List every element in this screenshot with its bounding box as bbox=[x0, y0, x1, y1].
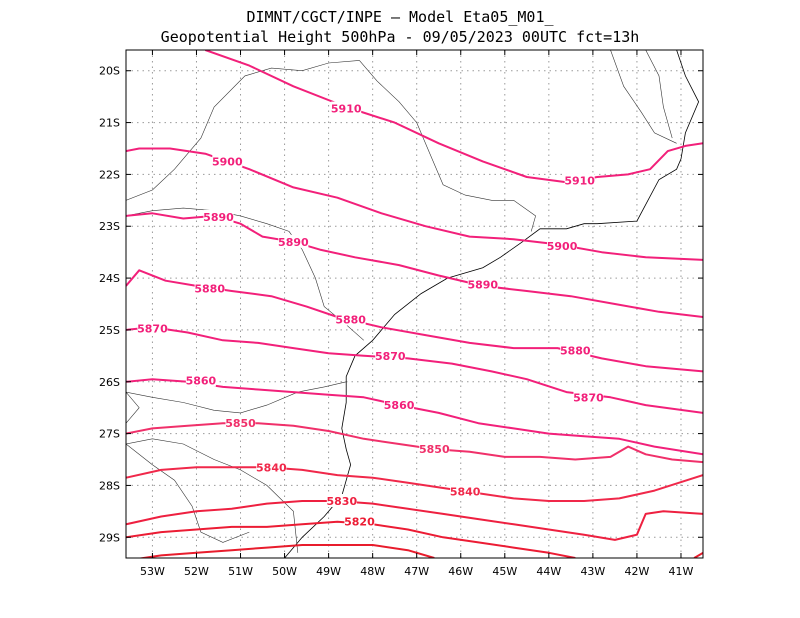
contour-label-bg bbox=[547, 238, 578, 252]
lon-tick-label: 41W bbox=[669, 565, 694, 578]
lat-tick-label: 23S bbox=[99, 220, 120, 233]
map-frame bbox=[125, 49, 704, 559]
contour-label-bg bbox=[450, 484, 481, 498]
state-border bbox=[126, 381, 347, 414]
contour-label: 5870 bbox=[375, 350, 406, 363]
contour-label: 5860 bbox=[186, 375, 217, 388]
contour-line-5860 bbox=[126, 378, 703, 456]
contour-line-5870 bbox=[126, 326, 703, 414]
contour-layer: 5910 5910 5900 5900 5890 5890 5890 5880 5880 5880… bbox=[126, 50, 703, 558]
contour-label: 5890 bbox=[203, 211, 234, 224]
contour-line-5810 bbox=[693, 551, 703, 558]
contour-label-bg bbox=[194, 281, 225, 295]
state-border bbox=[126, 60, 360, 201]
contour-label: 5880 bbox=[194, 282, 225, 295]
contour-line-5890 bbox=[126, 212, 703, 318]
contour-label-bg bbox=[335, 312, 366, 326]
lat-tick-label: 25S bbox=[99, 324, 120, 337]
contour-label: 5850 bbox=[225, 417, 256, 430]
state-border bbox=[126, 207, 364, 341]
lat-tick-label: 26S bbox=[99, 376, 120, 389]
lon-tick-label: 42W bbox=[624, 565, 649, 578]
lon-tick-label: 44W bbox=[536, 565, 561, 578]
lat-lon-grid bbox=[126, 50, 703, 558]
contour-label: 5880 bbox=[335, 314, 366, 327]
contour-label-bg bbox=[573, 390, 604, 404]
state-border bbox=[126, 391, 140, 424]
lon-tick-label: 50W bbox=[272, 565, 297, 578]
contour-line-5850 bbox=[126, 422, 703, 464]
contour-label: 5880 bbox=[560, 345, 591, 358]
title-line-2: Geopotential Height 500hPa - 09/05/2023 … bbox=[160, 28, 640, 46]
lon-tick-label: 48W bbox=[360, 565, 385, 578]
contour-label: 5900 bbox=[547, 240, 578, 253]
contour-label-bg bbox=[344, 514, 375, 528]
lon-tick-label: 49W bbox=[316, 565, 341, 578]
contour-label-bg bbox=[564, 173, 595, 187]
contour-label: 5840 bbox=[256, 461, 287, 474]
contour-label-bg bbox=[331, 101, 362, 115]
contour-line-5810 bbox=[136, 544, 435, 558]
lat-tick-label: 24S bbox=[99, 272, 120, 285]
contour-label-bg bbox=[467, 277, 498, 291]
lat-tick-label: 20S bbox=[99, 65, 120, 78]
contour-label: 5840 bbox=[450, 486, 481, 499]
lon-tick-label: 52W bbox=[184, 565, 209, 578]
coastline bbox=[284, 50, 700, 558]
contour-label-bg bbox=[225, 416, 256, 430]
title-line-1: DIMNT/CGCT/INPE – Model Eta05_M01_ bbox=[246, 8, 554, 26]
lon-tick-label: 51W bbox=[228, 565, 253, 578]
contour-label: 5860 bbox=[384, 399, 415, 412]
contour-label: 5910 bbox=[564, 175, 595, 188]
contour-label: 5890 bbox=[278, 236, 309, 249]
contour-line-5840 bbox=[126, 466, 703, 502]
lon-tick-label: 47W bbox=[404, 565, 429, 578]
lat-tick-label: 21S bbox=[99, 117, 120, 130]
contour-line-5910 bbox=[204, 50, 703, 184]
contour-label-bg bbox=[419, 442, 450, 456]
contour-label-bg bbox=[256, 460, 287, 474]
lat-tick-label: 28S bbox=[99, 479, 120, 492]
state-border bbox=[126, 438, 299, 553]
state-border bbox=[359, 60, 536, 232]
lat-tick-label: 22S bbox=[99, 168, 120, 181]
contour-label: 5890 bbox=[467, 278, 498, 291]
contour-label: 5830 bbox=[327, 495, 358, 508]
contour-label: 5870 bbox=[573, 391, 604, 404]
axis-ticks: 53W 52W 51W 50W 49W 48W 47W 46W 45W 44W 43W 42W 41W 2… bbox=[99, 50, 703, 578]
contour-line-5830 bbox=[126, 500, 703, 541]
contour-label: 5870 bbox=[137, 322, 168, 335]
contour-label-bg bbox=[137, 321, 168, 335]
geography-layer bbox=[126, 50, 700, 558]
lon-tick-label: 43W bbox=[580, 565, 605, 578]
contour-label: 5910 bbox=[331, 103, 362, 116]
contour-label: 5820 bbox=[344, 516, 375, 529]
contour-label: 5850 bbox=[419, 443, 450, 456]
lon-tick-label: 53W bbox=[140, 565, 165, 578]
state-border bbox=[610, 50, 677, 144]
contour-label-bg bbox=[560, 343, 591, 357]
lat-tick-label: 29S bbox=[99, 531, 120, 544]
contour-label-bg bbox=[375, 348, 406, 362]
state-border bbox=[645, 50, 673, 139]
lon-tick-label: 46W bbox=[448, 565, 473, 578]
contour-label-bg bbox=[203, 209, 234, 223]
state-border bbox=[126, 443, 250, 543]
contour-label: 5900 bbox=[212, 155, 243, 168]
contour-label-bg bbox=[384, 398, 415, 412]
contour-label-bg bbox=[212, 154, 243, 168]
contour-line-5900 bbox=[126, 147, 703, 261]
contour-label-bg bbox=[278, 234, 309, 248]
contour-label-bg bbox=[326, 493, 357, 507]
contour-label-bg bbox=[185, 373, 216, 387]
lon-tick-label: 45W bbox=[492, 565, 517, 578]
lat-tick-label: 27S bbox=[99, 428, 120, 441]
